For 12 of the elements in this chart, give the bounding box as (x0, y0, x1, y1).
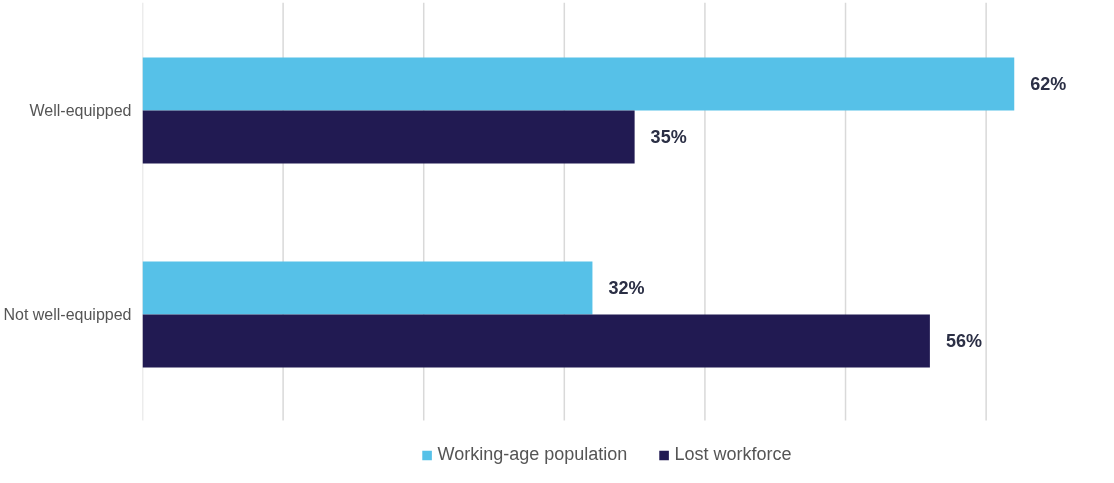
y-tick-label: Not well-equipped (3, 305, 132, 323)
bar (142, 314, 930, 368)
legend-label: Working-age population (437, 444, 628, 465)
data-label: 56% (945, 330, 982, 351)
bar (142, 261, 593, 315)
bar (142, 110, 635, 164)
legend-label: Lost workforce (674, 444, 792, 465)
data-label: 62% (1030, 74, 1067, 95)
data-label: 32% (608, 277, 645, 298)
bar (142, 57, 1015, 111)
y-tick-label: Well-equipped (29, 102, 132, 120)
data-label: 35% (650, 127, 687, 148)
